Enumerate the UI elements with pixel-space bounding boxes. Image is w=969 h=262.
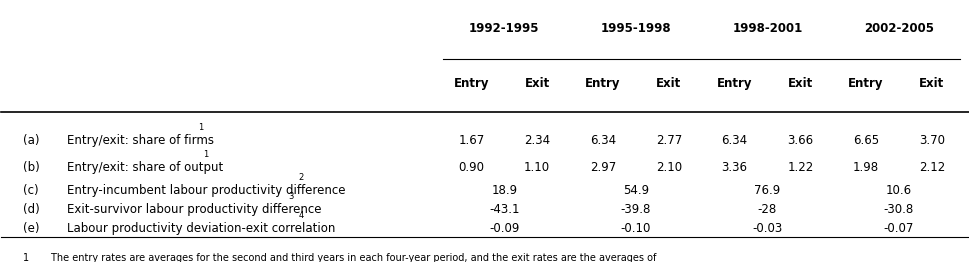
Text: (d): (d)	[22, 203, 40, 216]
Text: -0.03: -0.03	[752, 222, 782, 235]
Text: Exit: Exit	[524, 77, 549, 90]
Text: -28: -28	[757, 203, 776, 216]
Text: 18.9: 18.9	[490, 184, 516, 198]
Text: (e): (e)	[22, 222, 39, 235]
Text: (a): (a)	[22, 134, 39, 147]
Text: 0.90: 0.90	[458, 161, 484, 174]
Text: 1.10: 1.10	[523, 161, 549, 174]
Text: -0.10: -0.10	[620, 222, 650, 235]
Text: 1998-2001: 1998-2001	[732, 22, 801, 35]
Text: Exit: Exit	[919, 77, 944, 90]
Text: Exit: Exit	[787, 77, 812, 90]
Text: 10.6: 10.6	[885, 184, 911, 198]
Text: 1.67: 1.67	[458, 134, 484, 147]
Text: 2.10: 2.10	[655, 161, 681, 174]
Text: 1       The entry rates are averages for the second and third years in each four: 1 The entry rates are averages for the s…	[22, 253, 655, 262]
Text: 2.97: 2.97	[589, 161, 615, 174]
Text: Entry: Entry	[453, 77, 488, 90]
Text: 2: 2	[298, 173, 303, 182]
Text: 54.9: 54.9	[622, 184, 648, 198]
Text: 2.77: 2.77	[655, 134, 681, 147]
Text: 3.70: 3.70	[918, 134, 944, 147]
Text: 6.65: 6.65	[852, 134, 878, 147]
Text: -30.8: -30.8	[883, 203, 913, 216]
Text: 76.9: 76.9	[754, 184, 780, 198]
Text: -0.09: -0.09	[488, 222, 519, 235]
Text: Entry-incumbent labour productivity difference: Entry-incumbent labour productivity diff…	[67, 184, 345, 198]
Text: 2002-2005: 2002-2005	[863, 22, 933, 35]
Text: 1.98: 1.98	[852, 161, 878, 174]
Text: -39.8: -39.8	[620, 203, 650, 216]
Text: Labour productivity deviation-exit correlation: Labour productivity deviation-exit corre…	[67, 222, 335, 235]
Text: -43.1: -43.1	[488, 203, 519, 216]
Text: Exit-survivor labour productivity difference: Exit-survivor labour productivity differ…	[67, 203, 322, 216]
Text: 4: 4	[298, 211, 303, 220]
Text: (b): (b)	[22, 161, 40, 174]
Text: 1: 1	[203, 150, 208, 159]
Text: Entry/exit: share of output: Entry/exit: share of output	[67, 161, 223, 174]
Text: Entry/exit: share of firms: Entry/exit: share of firms	[67, 134, 214, 147]
Text: 3.66: 3.66	[787, 134, 813, 147]
Text: -0.07: -0.07	[883, 222, 913, 235]
Text: Exit: Exit	[655, 77, 680, 90]
Text: Entry: Entry	[716, 77, 752, 90]
Text: 1.22: 1.22	[787, 161, 813, 174]
Text: Entry: Entry	[584, 77, 620, 90]
Text: Entry: Entry	[848, 77, 883, 90]
Text: 1: 1	[198, 123, 203, 132]
Text: 3.36: 3.36	[721, 161, 747, 174]
Text: 6.34: 6.34	[589, 134, 615, 147]
Text: 3: 3	[288, 192, 294, 201]
Text: 6.34: 6.34	[721, 134, 747, 147]
Text: 1995-1998: 1995-1998	[600, 22, 671, 35]
Text: 1992-1995: 1992-1995	[469, 22, 539, 35]
Text: (c): (c)	[22, 184, 38, 198]
Text: 2.34: 2.34	[523, 134, 549, 147]
Text: 2.12: 2.12	[918, 161, 944, 174]
